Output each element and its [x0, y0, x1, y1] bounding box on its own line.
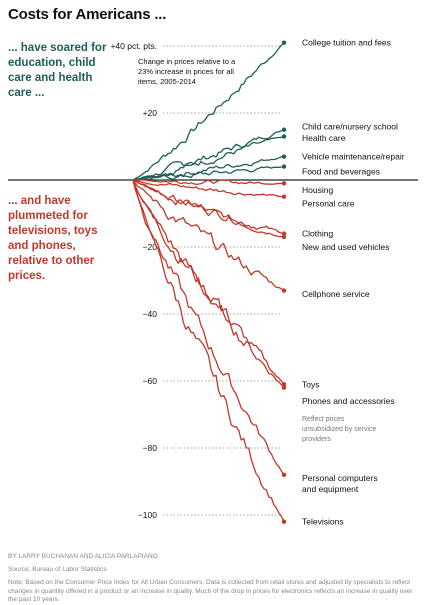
series-endpoint-vehicle-maintenance-repair — [281, 154, 287, 159]
series-label-health-care: Health care — [302, 133, 346, 143]
methodology-note: Note: Based on the Consumer Price Index … — [8, 579, 413, 603]
series-endpoint-phones-and-accessories — [281, 385, 287, 390]
series-label-cellphone-service: Cellphone service — [302, 289, 370, 299]
series-endpoint-food-and-beverages — [281, 164, 287, 169]
series-label-personal-computers-and-equipment: Personal computers and equipment — [302, 473, 378, 494]
series-line-phones-and-accessories — [132, 179, 285, 389]
series-line-cellphone-service — [132, 179, 285, 292]
series-label-vehicle-maintenance-repair: Vehicle maintenance/repair — [302, 152, 405, 162]
series-label-food-and-beverages: Food and beverages — [302, 167, 380, 177]
series-line-college-tuition-and-fees — [132, 42, 285, 181]
series-endpoint-televisions — [281, 519, 287, 524]
series-endpoint-cellphone-service — [281, 288, 287, 293]
byline: By LARRY BUCHANAN and ALICIA PARLAPIANO — [8, 553, 158, 560]
series-line-new-and-used-vehicles — [132, 179, 285, 238]
series-line-clothing — [132, 179, 285, 235]
series-line-health-care — [132, 135, 285, 181]
series-line-personal-computers-and-equipment — [132, 179, 285, 476]
price-change-chart: +40 pct. pts. +20 −20 −40 −60 −80 −100 Change i… — [8, 38, 418, 527]
series-label-new-and-used-vehicles: New and used vehicles — [302, 242, 389, 252]
y-tick-label: +40 pct. pts. — [110, 41, 157, 51]
series-line-personal-care — [132, 179, 285, 198]
series-line-housing — [132, 179, 285, 185]
series-endpoint-college-tuition-and-fees — [281, 40, 287, 45]
side-annotation-soared: ... have soared for education, child car… — [8, 42, 107, 99]
series-endpoint-personal-care — [281, 194, 287, 199]
series-label-phones-and-accessories: Phones and accessories — [302, 396, 395, 406]
y-tick-label: −100 — [138, 510, 157, 520]
side-annotation-plummeted: ... and have plummeted for televisions, … — [8, 195, 98, 282]
chart-annotation: Change in prices relative to a 23% increa… — [138, 57, 236, 86]
series-line-food-and-beverages — [132, 165, 285, 181]
y-tick-label: −20 — [143, 242, 158, 252]
series-label-toys: Toys — [302, 379, 319, 389]
series-endpoint-health-care — [281, 134, 287, 139]
series-endpoint-personal-computers-and-equipment — [281, 472, 287, 477]
series-label-televisions: Televisions — [302, 517, 344, 527]
series-endpoint-child-care-nursery-school — [281, 127, 287, 132]
chart-title: Costs for Americans ... — [8, 6, 167, 23]
series-endpoint-clothing — [281, 231, 287, 236]
series-label-clothing: Clothing — [302, 229, 333, 239]
y-tick-label: −60 — [143, 376, 158, 386]
series-label-child-care-nursery-school: Child care/nursery school — [302, 121, 398, 131]
y-tick-label: −80 — [143, 443, 158, 453]
series-line-toys — [132, 179, 285, 385]
series-endpoint-housing — [281, 181, 287, 186]
series-line-child-care-nursery-school — [132, 129, 285, 181]
series-label-housing: Housing — [302, 185, 333, 195]
series-endpoint-new-and-used-vehicles — [281, 234, 287, 240]
series-label-college-tuition-and-fees: College tuition and fees — [302, 38, 391, 48]
source-note: Source: Bureau of Labor Statistics — [8, 566, 107, 573]
y-tick-label: +20 — [143, 108, 158, 118]
y-tick-label: −40 — [143, 309, 158, 319]
phones-subsidy-note: Reflect prices unsubsidized by service pro… — [302, 416, 376, 443]
series-line-televisions — [132, 179, 285, 522]
series-label-personal-care: Personal care — [302, 198, 355, 208]
